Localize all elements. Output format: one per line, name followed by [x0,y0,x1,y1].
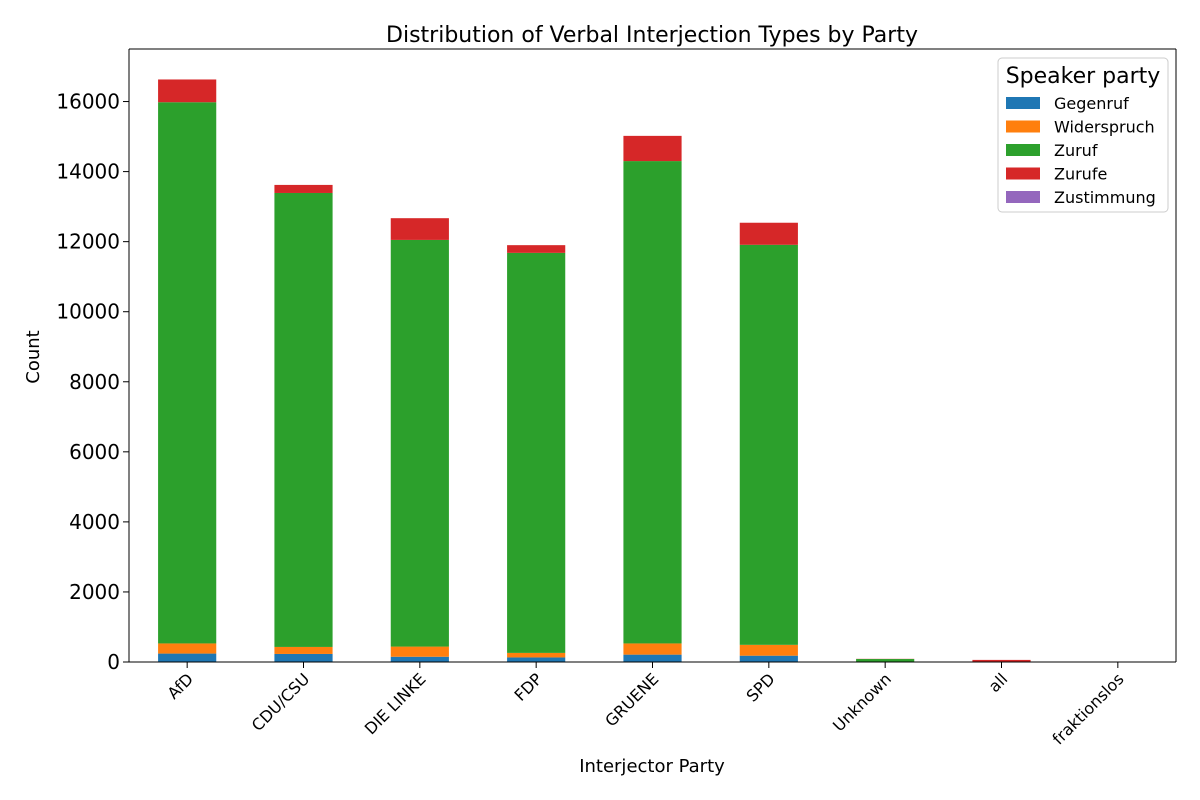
y-tick-label: 16000 [56,90,120,114]
x-tick-label: all [985,669,1012,696]
y-tick-label: 10000 [56,300,120,324]
x-axis-title: Interjector Party [579,756,725,777]
legend-swatch-gegenruf [1006,97,1040,109]
bar-widerspruch-4 [623,643,682,655]
chart-title: Distribution of Verbal Interjection Type… [386,23,918,48]
bar-widerspruch-0 [158,643,217,654]
bar-zuruf-6 [856,659,915,662]
legend-label-zuruf: Zuruf [1054,141,1098,160]
y-tick-label: 8000 [69,370,120,394]
legend-swatch-zustimmung [1006,191,1040,203]
bar-zuruf-1 [274,192,333,647]
x-tick-label: Unknown [829,669,895,735]
bar-widerspruch-3 [507,652,566,658]
bar-gegenruf-4 [623,654,682,662]
bar-gegenruf-1 [274,653,333,662]
bar-gegenruf-2 [390,656,449,662]
bar-zuruf-0 [158,102,217,644]
bar-widerspruch-1 [274,646,333,654]
bar-widerspruch-5 [739,644,798,656]
legend-box [997,57,1169,213]
bar-zuruf-2 [390,239,449,647]
y-axis-title: Count [23,330,44,383]
legend-swatch-zuruf [1006,144,1040,156]
y-tick-label: 2000 [69,580,120,604]
x-tick-label: fraktionslos [1049,669,1128,748]
bar-zurufe-1 [274,184,333,193]
bar-zurufe-2 [390,218,449,240]
legend: Speaker party Gegenruf Widerspruch Zuruf Zur… [997,57,1169,213]
y-tick-label: 14000 [56,160,120,184]
bar-zuruf-4 [623,161,682,644]
x-tick-label: CDU/CSU [248,669,314,735]
x-tick-label: FDP [511,669,547,705]
bar-zurufe-5 [739,222,798,245]
legend-title: Speaker party [1006,64,1161,89]
bar-zurufe-0 [158,79,217,103]
bar-zurufe-3 [507,245,566,253]
x-tick-label: GRUENE [601,669,662,730]
y-tick-label: 12000 [56,230,120,254]
bars-layer [158,79,1147,662]
bar-gegenruf-3 [507,657,566,662]
bar-widerspruch-2 [390,646,449,657]
legend-label-zurufe: Zurufe [1054,165,1107,184]
y-tick-label: 6000 [69,440,120,464]
legend-swatch-zurufe [1006,167,1040,180]
x-tick-label: DIE LINKE [361,669,430,738]
y-tick-label: 0 [107,650,120,674]
bar-zuruf-5 [739,244,798,645]
legend-label-gegenruf: Gegenruf [1054,94,1129,113]
x-tick-label: AfD [164,669,197,702]
x-tick-label: SPD [743,669,779,705]
bar-gegenruf-0 [158,653,217,662]
legend-label-widerspruch: Widerspruch [1054,118,1155,137]
legend-label-zustimmung: Zustimmung [1054,188,1156,207]
legend-swatch-widerspruch [1006,120,1040,133]
y-tick-label: 4000 [69,510,120,534]
bar-zuruf-3 [507,252,566,653]
bar-gegenruf-5 [739,655,798,662]
bar-zurufe-4 [623,135,682,162]
bar-zurufe-7 [972,659,1031,662]
